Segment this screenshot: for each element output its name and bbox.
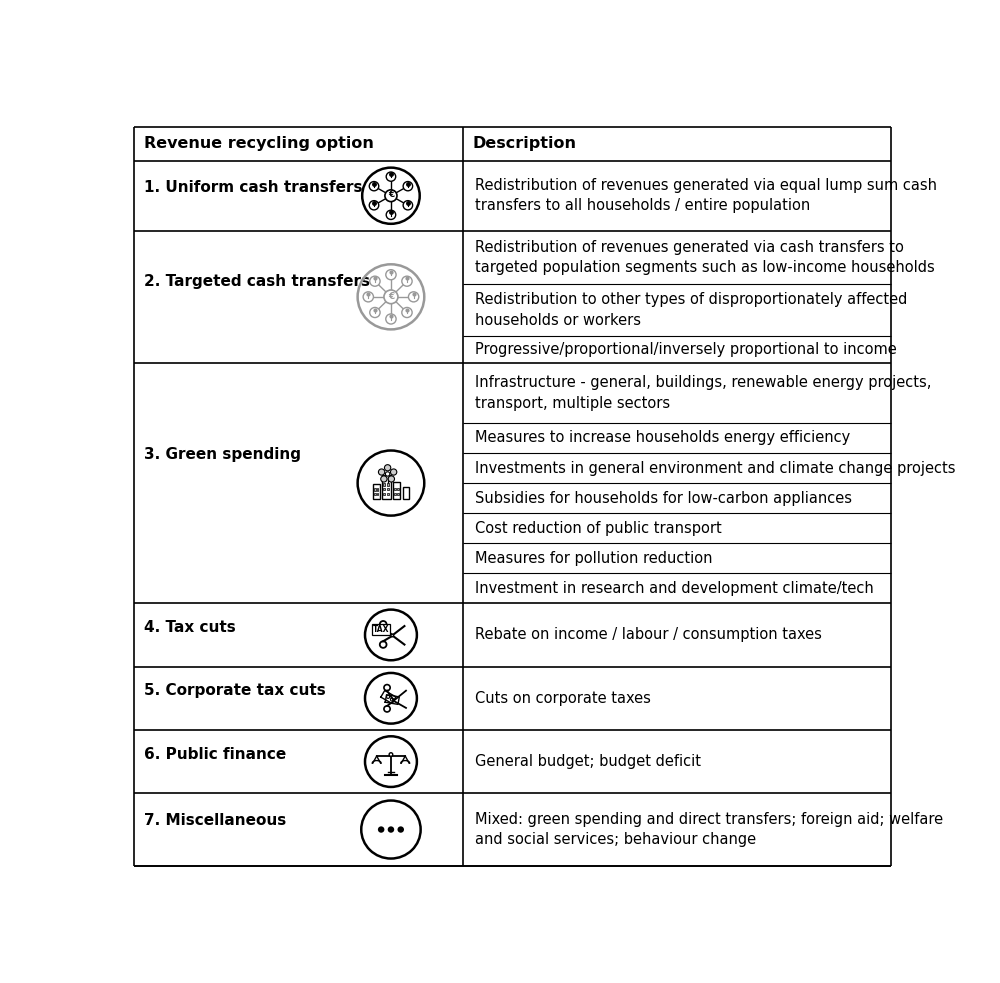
Text: Redistribution of revenues generated via cash transfers to
targeted population s: Redistribution of revenues generated via… [475, 240, 935, 275]
Circle shape [387, 695, 390, 698]
Text: Mixed: green spending and direct transfers; foreign aid; welfare
and social serv: Mixed: green spending and direct transfe… [475, 812, 943, 847]
Text: 7. Miscellaneous: 7. Miscellaneous [144, 813, 286, 829]
Text: Cost reduction of public transport: Cost reduction of public transport [475, 521, 722, 536]
Text: 2. Targeted cash transfers: 2. Targeted cash transfers [144, 273, 370, 288]
Circle shape [389, 753, 393, 756]
Text: 6. Public finance: 6. Public finance [144, 746, 286, 762]
Text: Redistribution of revenues generated via equal lump sum cash
transfers to all ho: Redistribution of revenues generated via… [475, 178, 937, 213]
Circle shape [391, 634, 394, 637]
Circle shape [403, 182, 413, 191]
Circle shape [384, 290, 398, 304]
Bar [374, 489, 376, 491]
Text: Rebate on income / labour / consumption taxes: Rebate on income / labour / consumption … [475, 627, 822, 643]
Bar [383, 492, 385, 495]
Text: Investment in research and development climate/tech: Investment in research and development c… [475, 581, 874, 596]
Circle shape [369, 201, 379, 210]
Bar [387, 492, 389, 495]
Circle shape [370, 308, 380, 318]
Text: €: € [388, 292, 394, 301]
Circle shape [378, 469, 385, 475]
Text: Description: Description [473, 137, 577, 151]
Text: Progressive/proportional/inversely proportional to income: Progressive/proportional/inversely propo… [475, 342, 897, 357]
Text: Investments in general environment and climate change projects: Investments in general environment and c… [475, 460, 955, 476]
Text: TAX: TAX [373, 625, 389, 634]
Circle shape [408, 292, 419, 302]
Text: Infrastructure - general, buildings, renewable energy projects,
transport, multi: Infrastructure - general, buildings, ren… [475, 376, 931, 411]
Circle shape [363, 292, 373, 302]
Bar [387, 489, 389, 491]
Circle shape [378, 827, 384, 833]
Circle shape [402, 308, 412, 318]
Text: General budget; budget deficit: General budget; budget deficit [475, 754, 701, 769]
Bar [397, 492, 399, 495]
Circle shape [386, 172, 396, 181]
Bar [373, 484, 380, 498]
Bar [394, 488, 396, 491]
Circle shape [402, 276, 412, 286]
Circle shape [385, 190, 397, 202]
Circle shape [369, 182, 379, 191]
Circle shape [386, 269, 396, 280]
Bar [377, 492, 378, 495]
Circle shape [386, 210, 396, 219]
Text: Measures for pollution reduction: Measures for pollution reduction [475, 550, 712, 565]
Text: 5. Corporate tax cuts: 5. Corporate tax cuts [144, 683, 325, 698]
Text: Revenue recycling option: Revenue recycling option [144, 137, 373, 151]
Circle shape [403, 201, 413, 210]
Circle shape [370, 276, 380, 286]
Circle shape [390, 698, 394, 701]
Circle shape [385, 472, 390, 476]
Text: Redistribution to other types of disproportionately affected
households or worke: Redistribution to other types of disprop… [475, 292, 907, 327]
Circle shape [388, 827, 394, 833]
Bar [387, 484, 389, 486]
Circle shape [388, 476, 395, 482]
Text: Measures to increase households energy efficiency: Measures to increase households energy e… [475, 431, 850, 445]
Bar [377, 489, 378, 491]
Text: Cuts on corporate taxes: Cuts on corporate taxes [475, 691, 651, 706]
Circle shape [397, 827, 404, 833]
Circle shape [386, 314, 396, 324]
Text: Subsidies for households for low-carbon appliances: Subsidies for households for low-carbon … [475, 491, 852, 505]
Text: 3. Green spending: 3. Green spending [144, 446, 301, 462]
Bar [383, 484, 385, 486]
Bar [374, 492, 376, 495]
Bar [394, 492, 396, 495]
Circle shape [384, 465, 391, 471]
Text: 4. Tax cuts: 4. Tax cuts [144, 620, 235, 635]
Bar [383, 489, 385, 491]
Bar [393, 482, 400, 498]
Circle shape [381, 476, 387, 482]
Text: €: € [388, 191, 394, 200]
Text: 1. Uniform cash transfers: 1. Uniform cash transfers [144, 180, 362, 195]
Bar [403, 488, 409, 498]
Bar [382, 475, 391, 498]
Circle shape [390, 469, 397, 475]
Bar [397, 488, 399, 491]
